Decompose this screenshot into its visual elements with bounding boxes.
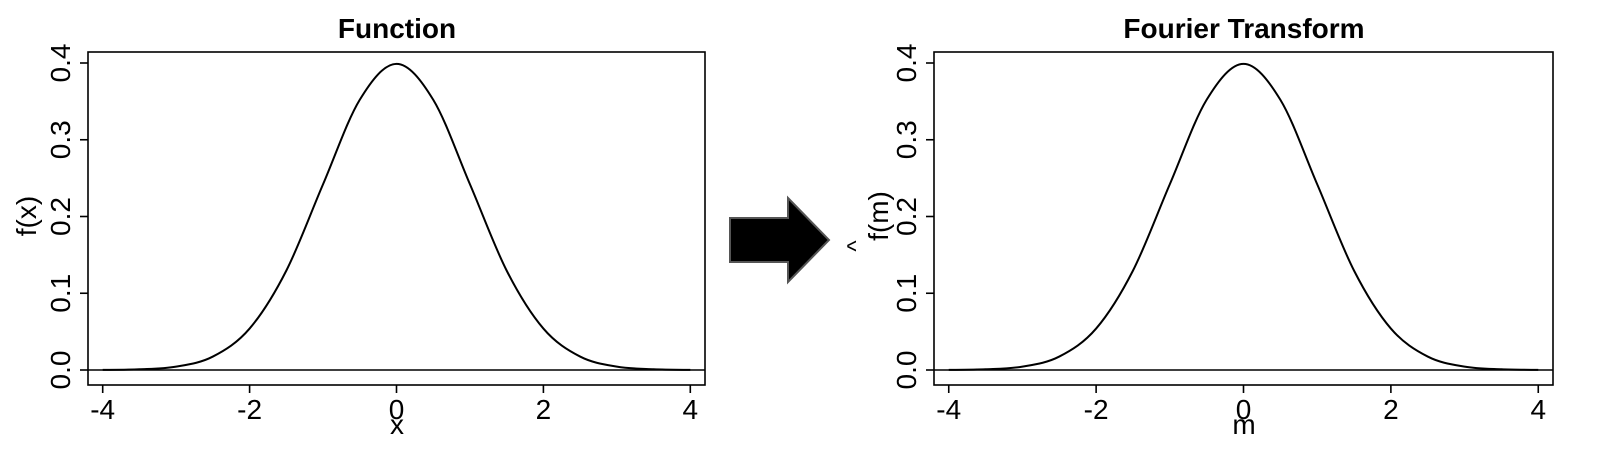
- function-panel: Function -4 -2 0 2 4 0.0 0.1 0.2 0.3 0.4 x f(x): [11, 13, 706, 440]
- fourier-x-tick-label: 4: [1530, 394, 1546, 425]
- fourier-y-tick-label: 0.0: [891, 351, 922, 390]
- function-title: Function: [338, 13, 456, 44]
- fourier-x-tick-label: 0: [1236, 394, 1252, 425]
- fourier-y-tick-label: 0.2: [891, 197, 922, 236]
- function-marks: [88, 62, 705, 371]
- function-y-tick-label: 0.0: [45, 351, 76, 390]
- fourier-x-axis-label: m: [1232, 409, 1255, 440]
- function-x-tick-label: -4: [90, 394, 115, 425]
- fourier-y-tick-label: 0.4: [891, 44, 922, 83]
- fourier-x-tick-label: -4: [936, 394, 961, 425]
- fourier-panel: Fourier Transform -4 -2 0 2 4 0.0 0.1 0.2 0.3 0.4…: [843, 13, 1554, 440]
- fourier-plot-frame: [933, 51, 1554, 386]
- right-arrow-icon: [729, 195, 831, 285]
- function-y-axis-label: f(x): [11, 196, 42, 236]
- fourier-x-tick-label: 2: [1383, 394, 1399, 425]
- fourier-y-axis-hat: ^: [843, 240, 870, 252]
- function-x-tick-label: 4: [683, 394, 699, 425]
- fourier-ticks: -4 -2 0 2 4 0.0 0.1 0.2 0.3 0.4: [891, 44, 1546, 425]
- function-plot-frame: [87, 51, 706, 386]
- function-y-tick-label: 0.3: [45, 120, 76, 159]
- fourier-x-tick-label: -2: [1084, 394, 1109, 425]
- fourier-y-tick-label: 0.3: [891, 120, 922, 159]
- function-x-axis-label: x: [390, 409, 404, 440]
- fourier-y-axis-label: f(m): [863, 191, 894, 241]
- function-y-tick-label: 0.4: [45, 44, 76, 83]
- function-x-tick-label: 0: [389, 394, 405, 425]
- fourier-title: Fourier Transform: [1123, 13, 1364, 44]
- function-ticks: -4 -2 0 2 4 0.0 0.1 0.2 0.3 0.4: [45, 44, 698, 425]
- fourier-marks: [934, 62, 1553, 371]
- function-x-tick-label: 2: [536, 394, 552, 425]
- function-series-line: [102, 62, 691, 371]
- function-y-tick-label: 0.1: [45, 274, 76, 313]
- fourier-series-line: [948, 62, 1539, 371]
- function-x-tick-label: -2: [237, 394, 262, 425]
- function-y-tick-label: 0.2: [45, 197, 76, 236]
- fourier-y-tick-label: 0.1: [891, 274, 922, 313]
